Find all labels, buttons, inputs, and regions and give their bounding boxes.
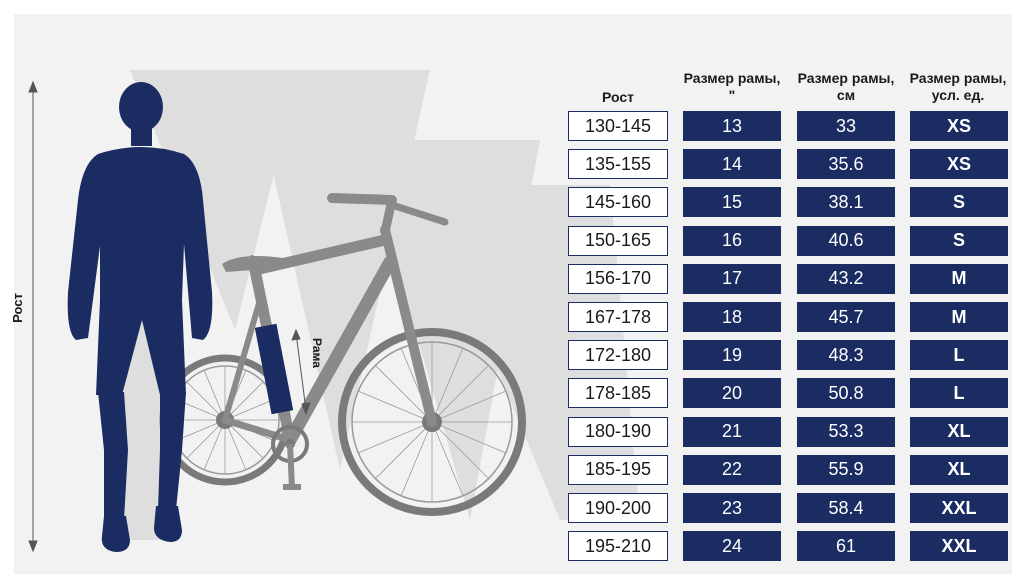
frame-cm-cell: 43.2	[797, 263, 895, 294]
frame-cm-cell: 35.6	[797, 149, 895, 180]
frame-inch-cell: 13	[683, 111, 781, 141]
frame-inch-cell: 24	[683, 531, 781, 562]
frame-cm-cell: 55.9	[797, 454, 895, 485]
frame-arrow	[291, 328, 311, 416]
frame-size-cell: S	[910, 187, 1008, 218]
header-frame-inch: Размер рамы, "	[672, 70, 792, 104]
height-cell: 195-210	[568, 531, 668, 562]
frame-size-cell: L	[910, 378, 1008, 409]
frame-size-cell: XXL	[910, 493, 1008, 523]
frame-size-cell: XL	[910, 416, 1008, 447]
frame-inch-cell: 15	[683, 187, 781, 218]
height-cell: 145-160	[568, 187, 668, 218]
header-height: Рост	[602, 89, 634, 105]
frame-inch-cell: 17	[683, 263, 781, 294]
frame-cm-cell: 38.1	[797, 187, 895, 218]
frame-inch-cell: 19	[683, 340, 781, 371]
height-cell: 130-145	[568, 111, 668, 141]
frame-inch-cell: 20	[683, 378, 781, 409]
header-frame-conventional: Размер рамы, усл. ед.	[899, 70, 1017, 104]
height-cell: 150-165	[568, 225, 668, 256]
frame-size-cell: XS	[910, 111, 1008, 141]
frame-size-cell: M	[910, 302, 1008, 332]
height-cell: 172-180	[568, 340, 668, 371]
frame-cm-cell: 45.7	[797, 302, 895, 332]
height-cell: 185-195	[568, 454, 668, 485]
height-cell: 180-190	[568, 416, 668, 447]
frame-inch-cell: 22	[683, 454, 781, 485]
height-cell: 135-155	[568, 149, 668, 180]
frame-cm-cell: 53.3	[797, 416, 895, 447]
frame-size-cell: XXL	[910, 531, 1008, 562]
frame-size-marker	[254, 323, 294, 415]
frame-size-cell: L	[910, 340, 1008, 371]
header-frame-conventional-line2: усл. ед.	[931, 87, 985, 103]
frame-inch-cell: 21	[683, 416, 781, 447]
height-cell: 190-200	[568, 493, 668, 523]
header-frame-inch-line1: Размер рамы,	[683, 70, 781, 86]
height-cell: 167-178	[568, 302, 668, 332]
bicycle-icon	[159, 193, 526, 516]
frame-size-cell: XL	[910, 454, 1008, 485]
frame-cm-cell: 33	[797, 111, 895, 141]
header-frame-conventional-line1: Размер рамы,	[909, 70, 1007, 86]
frame-cm-cell: 50.8	[797, 378, 895, 409]
person-silhouette-icon	[67, 82, 213, 552]
header-frame-cm-line1: Размер рамы,	[797, 70, 895, 86]
frame-inch-cell: 18	[683, 302, 781, 332]
frame-cm-cell: 48.3	[797, 340, 895, 371]
crank	[271, 425, 309, 490]
saddle	[222, 256, 283, 272]
frame-cm-cell: 58.4	[797, 493, 895, 523]
frame-cm-cell: 61	[797, 531, 895, 562]
frame-size-cell: XS	[910, 149, 1008, 180]
frame-cm-cell: 40.6	[797, 225, 895, 256]
header-frame-inch-line2: "	[728, 87, 736, 103]
frame-inch-cell: 14	[683, 149, 781, 180]
height-cell: 156-170	[568, 263, 668, 294]
header-frame-cm-line2: см	[836, 87, 856, 103]
height-axis-label: Рост	[10, 293, 25, 323]
height-arrow	[28, 80, 38, 553]
header-frame-cm: Размер рамы, см	[786, 70, 906, 104]
frame-axis-label: Рама	[310, 338, 324, 368]
height-cell: 178-185	[568, 378, 668, 409]
frame-size-cell: S	[910, 225, 1008, 256]
frame-size-cell: M	[910, 263, 1008, 294]
frame-inch-cell: 23	[683, 493, 781, 523]
frame-inch-cell: 16	[683, 225, 781, 256]
